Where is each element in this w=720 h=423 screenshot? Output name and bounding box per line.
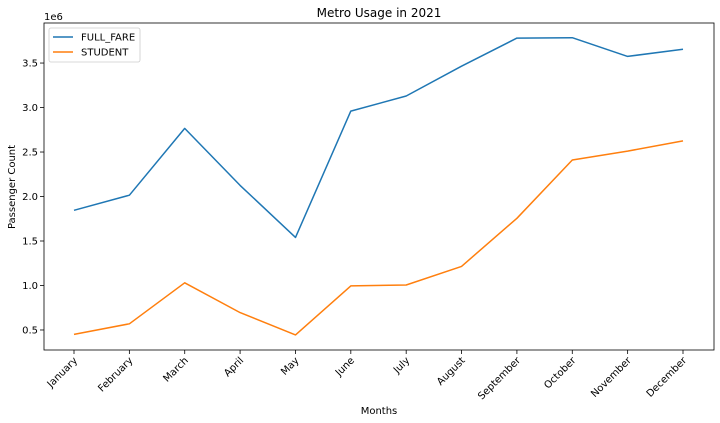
x-tick-label: January [45,355,80,390]
chart-title: Metro Usage in 2021 [317,6,442,20]
x-tick-label: June [333,355,357,379]
x-tick-label: May [279,355,301,377]
x-tick-label: November [589,355,634,400]
plot-frame [43,22,715,351]
x-tick-label: July [391,355,412,376]
legend: FULL_FARE STUDENT [48,27,141,63]
y-tick-label: 1.5 [22,237,38,248]
series-line-student [73,140,684,336]
legend-entry: STUDENT [81,48,129,59]
y-tick-label: 3.5 [22,59,38,70]
x-tick-label: October [542,355,579,392]
x-tick-label: September [476,355,523,402]
series-line-full-fare [73,36,684,239]
x-axis-label: Months [361,406,398,417]
legend-entry: FULL_FARE [81,33,135,44]
y-tick-label: 0.5 [22,325,38,336]
x-tick-label: December [645,355,690,400]
x-tick-label: March [162,355,191,384]
series-lines [73,36,684,336]
x-tick-label: August [435,355,468,388]
y-axis-label: Passenger Count [7,145,18,229]
y-tick-label: 2.5 [22,148,38,159]
y-tick-label: 3.0 [22,103,38,114]
y-axis-ticks: 0.5 1.0 1.5 2.0 2.5 3.0 3.5 [22,59,44,336]
y-offset-label: 1e6 [44,12,63,23]
x-tick-label: February [96,355,135,394]
y-tick-label: 2.0 [22,192,38,203]
y-tick-label: 1.0 [22,281,38,292]
x-axis-ticks: January February March April May June July Augu… [45,350,690,402]
x-tick-label: April [222,355,246,379]
